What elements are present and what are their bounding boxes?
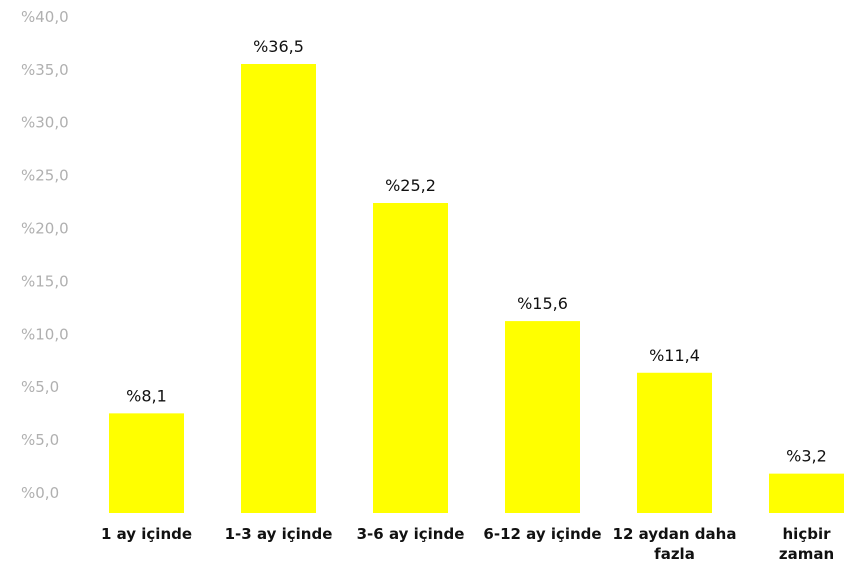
x-tick-label-line: 1 ay içinde	[101, 525, 192, 543]
data-label: %36,5	[253, 37, 304, 56]
x-tick-label-line: fazla	[654, 545, 695, 563]
x-tick-label: hiçbir zaman	[779, 525, 834, 563]
x-tick-label: 3-6 ay içinde	[357, 525, 465, 543]
x-tick-label-line: 3-6 ay içinde	[357, 525, 465, 543]
bar	[241, 64, 316, 513]
y-tick-label: %20,0	[21, 220, 69, 238]
x-tick-label: 12 aydan daha fazla	[613, 525, 737, 563]
data-label: %25,2	[385, 176, 436, 195]
data-label: %11,4	[649, 346, 700, 365]
x-tick-label-line: 1-3 ay içinde	[225, 525, 333, 543]
y-axis-ticks: %0,0 %5,0 %5,0 %10,0 %15,0 %20,0 %25,0 %30,0 %35…	[21, 8, 69, 502]
bars	[109, 64, 844, 513]
data-label: %15,6	[517, 294, 568, 313]
y-tick-label: %0,0	[21, 484, 59, 502]
x-tick-label: 6-12 ay içinde	[483, 525, 601, 543]
x-tick-label-line: hiçbir	[783, 525, 832, 543]
y-tick-label: %5,0	[21, 431, 59, 449]
bar	[637, 372, 712, 513]
bar	[109, 413, 184, 513]
y-tick-label: %25,0	[21, 167, 69, 185]
y-tick-label: %10,0	[21, 325, 69, 343]
data-label: %3,2	[786, 447, 827, 466]
x-tick-label: 1 ay içinde	[101, 525, 192, 543]
x-tick-label-line: 6-12 ay içinde	[483, 525, 601, 543]
y-tick-label: %30,0	[21, 114, 69, 132]
bar	[373, 203, 448, 513]
x-tick-label-line: 12 aydan daha	[613, 525, 737, 543]
y-tick-label: %5,0	[21, 378, 59, 396]
data-label: %8,1	[126, 386, 167, 405]
y-tick-label: %15,0	[21, 272, 69, 290]
x-tick-label-line: zaman	[779, 545, 834, 563]
x-tick-label: 1-3 ay içinde	[225, 525, 333, 543]
x-axis-labels: 1 ay içinde 1-3 ay içinde 3-6 ay içinde 6-1…	[101, 525, 834, 563]
data-labels: %8,1 %36,5 %25,2 %15,6 %11,4 %3,2	[126, 37, 827, 466]
y-tick-label: %35,0	[21, 61, 69, 79]
y-tick-label: %40,0	[21, 8, 69, 26]
bar	[505, 321, 580, 513]
bar	[769, 473, 844, 513]
